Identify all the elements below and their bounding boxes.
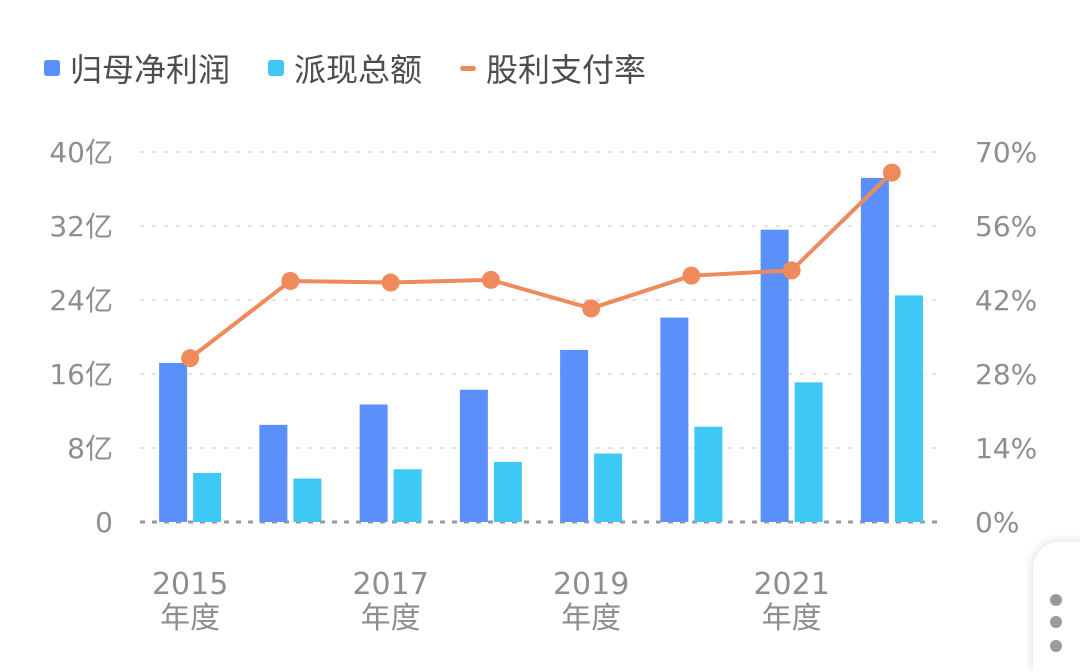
more-dot-icon (1050, 616, 1062, 628)
y-left-tick-label: 8亿 (67, 432, 113, 465)
bar-cash-dividend[interactable] (293, 478, 322, 522)
legend-label-net-profit: 归母净利润 (70, 51, 231, 89)
y-right-tick-label: 42% (975, 284, 1037, 317)
bar-series (159, 177, 923, 522)
payout-ratio-point[interactable] (582, 299, 601, 318)
chart-legend: 归母净利润 派现总额 股利支付率 (44, 40, 646, 96)
bar-cash-dividend[interactable] (794, 382, 823, 522)
y-right-tick-label: 70% (975, 136, 1037, 169)
y-axis-right: 0% 14% 28% 42% 56% 70% (975, 136, 1037, 539)
payout-ratio-point[interactable] (682, 266, 701, 285)
payout-ratio-point[interactable] (181, 349, 200, 368)
bar-net-profit[interactable] (459, 389, 488, 522)
bar-cash-dividend[interactable] (594, 453, 623, 522)
bar-cash-dividend[interactable] (193, 472, 222, 522)
x-tick-label-year: 2019 (553, 567, 629, 602)
line-series (181, 163, 901, 368)
payout-ratio-point[interactable] (381, 273, 400, 292)
y-left-tick-label: 40亿 (49, 136, 113, 169)
legend-item-net-profit[interactable]: 归母净利润 (44, 45, 230, 91)
legend-item-payout-ratio[interactable]: 股利支付率 (460, 45, 646, 91)
legend-swatch-cash-dividend (268, 60, 285, 76)
y-axis-left: 0 8亿 16亿 24亿 32亿 40亿 (49, 136, 113, 539)
payout-ratio-point[interactable] (782, 261, 801, 280)
bar-cash-dividend[interactable] (393, 469, 422, 522)
x-tick-label-suffix: 年度 (160, 601, 220, 636)
y-left-tick-label: 24亿 (49, 284, 113, 317)
payout-ratio-line (188, 171, 894, 360)
legend-item-cash-dividend[interactable]: 派现总额 (268, 45, 422, 91)
payout-ratio-point[interactable] (281, 271, 300, 290)
x-tick-label-suffix: 年度 (762, 601, 822, 636)
bar-cash-dividend[interactable] (694, 426, 723, 522)
bar-cash-dividend[interactable] (894, 295, 923, 522)
bar-net-profit[interactable] (359, 404, 388, 522)
legend-label-payout-ratio: 股利支付率 (486, 51, 647, 89)
legend-swatch-net-profit (44, 60, 60, 76)
more-dot-icon (1050, 640, 1062, 652)
y-right-tick-label: 14% (975, 432, 1037, 465)
y-left-tick-label: 0 (95, 506, 113, 539)
y-right-tick-label: 28% (975, 358, 1037, 391)
y-right-tick-label: 0% (975, 506, 1019, 539)
y-left-tick-label: 32亿 (49, 210, 113, 243)
bar-net-profit[interactable] (860, 177, 889, 522)
payout-ratio-point[interactable] (481, 270, 500, 289)
more-options-handle[interactable] (1033, 542, 1080, 672)
legend-label-cash-dividend: 派现总额 (294, 51, 423, 89)
payout-ratio-point[interactable] (882, 163, 901, 182)
x-tick-label-year: 2021 (753, 567, 829, 602)
y-right-tick-label: 56% (975, 210, 1037, 243)
bar-net-profit[interactable] (259, 424, 288, 522)
more-dot-icon (1050, 594, 1062, 606)
bar-net-profit[interactable] (660, 317, 689, 522)
x-tick-label-year: 2017 (352, 567, 428, 602)
bar-net-profit[interactable] (760, 229, 789, 522)
x-tick-label-suffix: 年度 (561, 601, 621, 636)
x-tick-label-suffix: 年度 (361, 601, 421, 636)
y-left-tick-label: 16亿 (49, 358, 113, 391)
bar-net-profit[interactable] (560, 349, 589, 522)
legend-swatch-payout-ratio (460, 65, 477, 71)
bar-net-profit[interactable] (159, 362, 188, 522)
bar-cash-dividend[interactable] (493, 461, 522, 522)
x-tick-label-year: 2015 (152, 567, 228, 602)
